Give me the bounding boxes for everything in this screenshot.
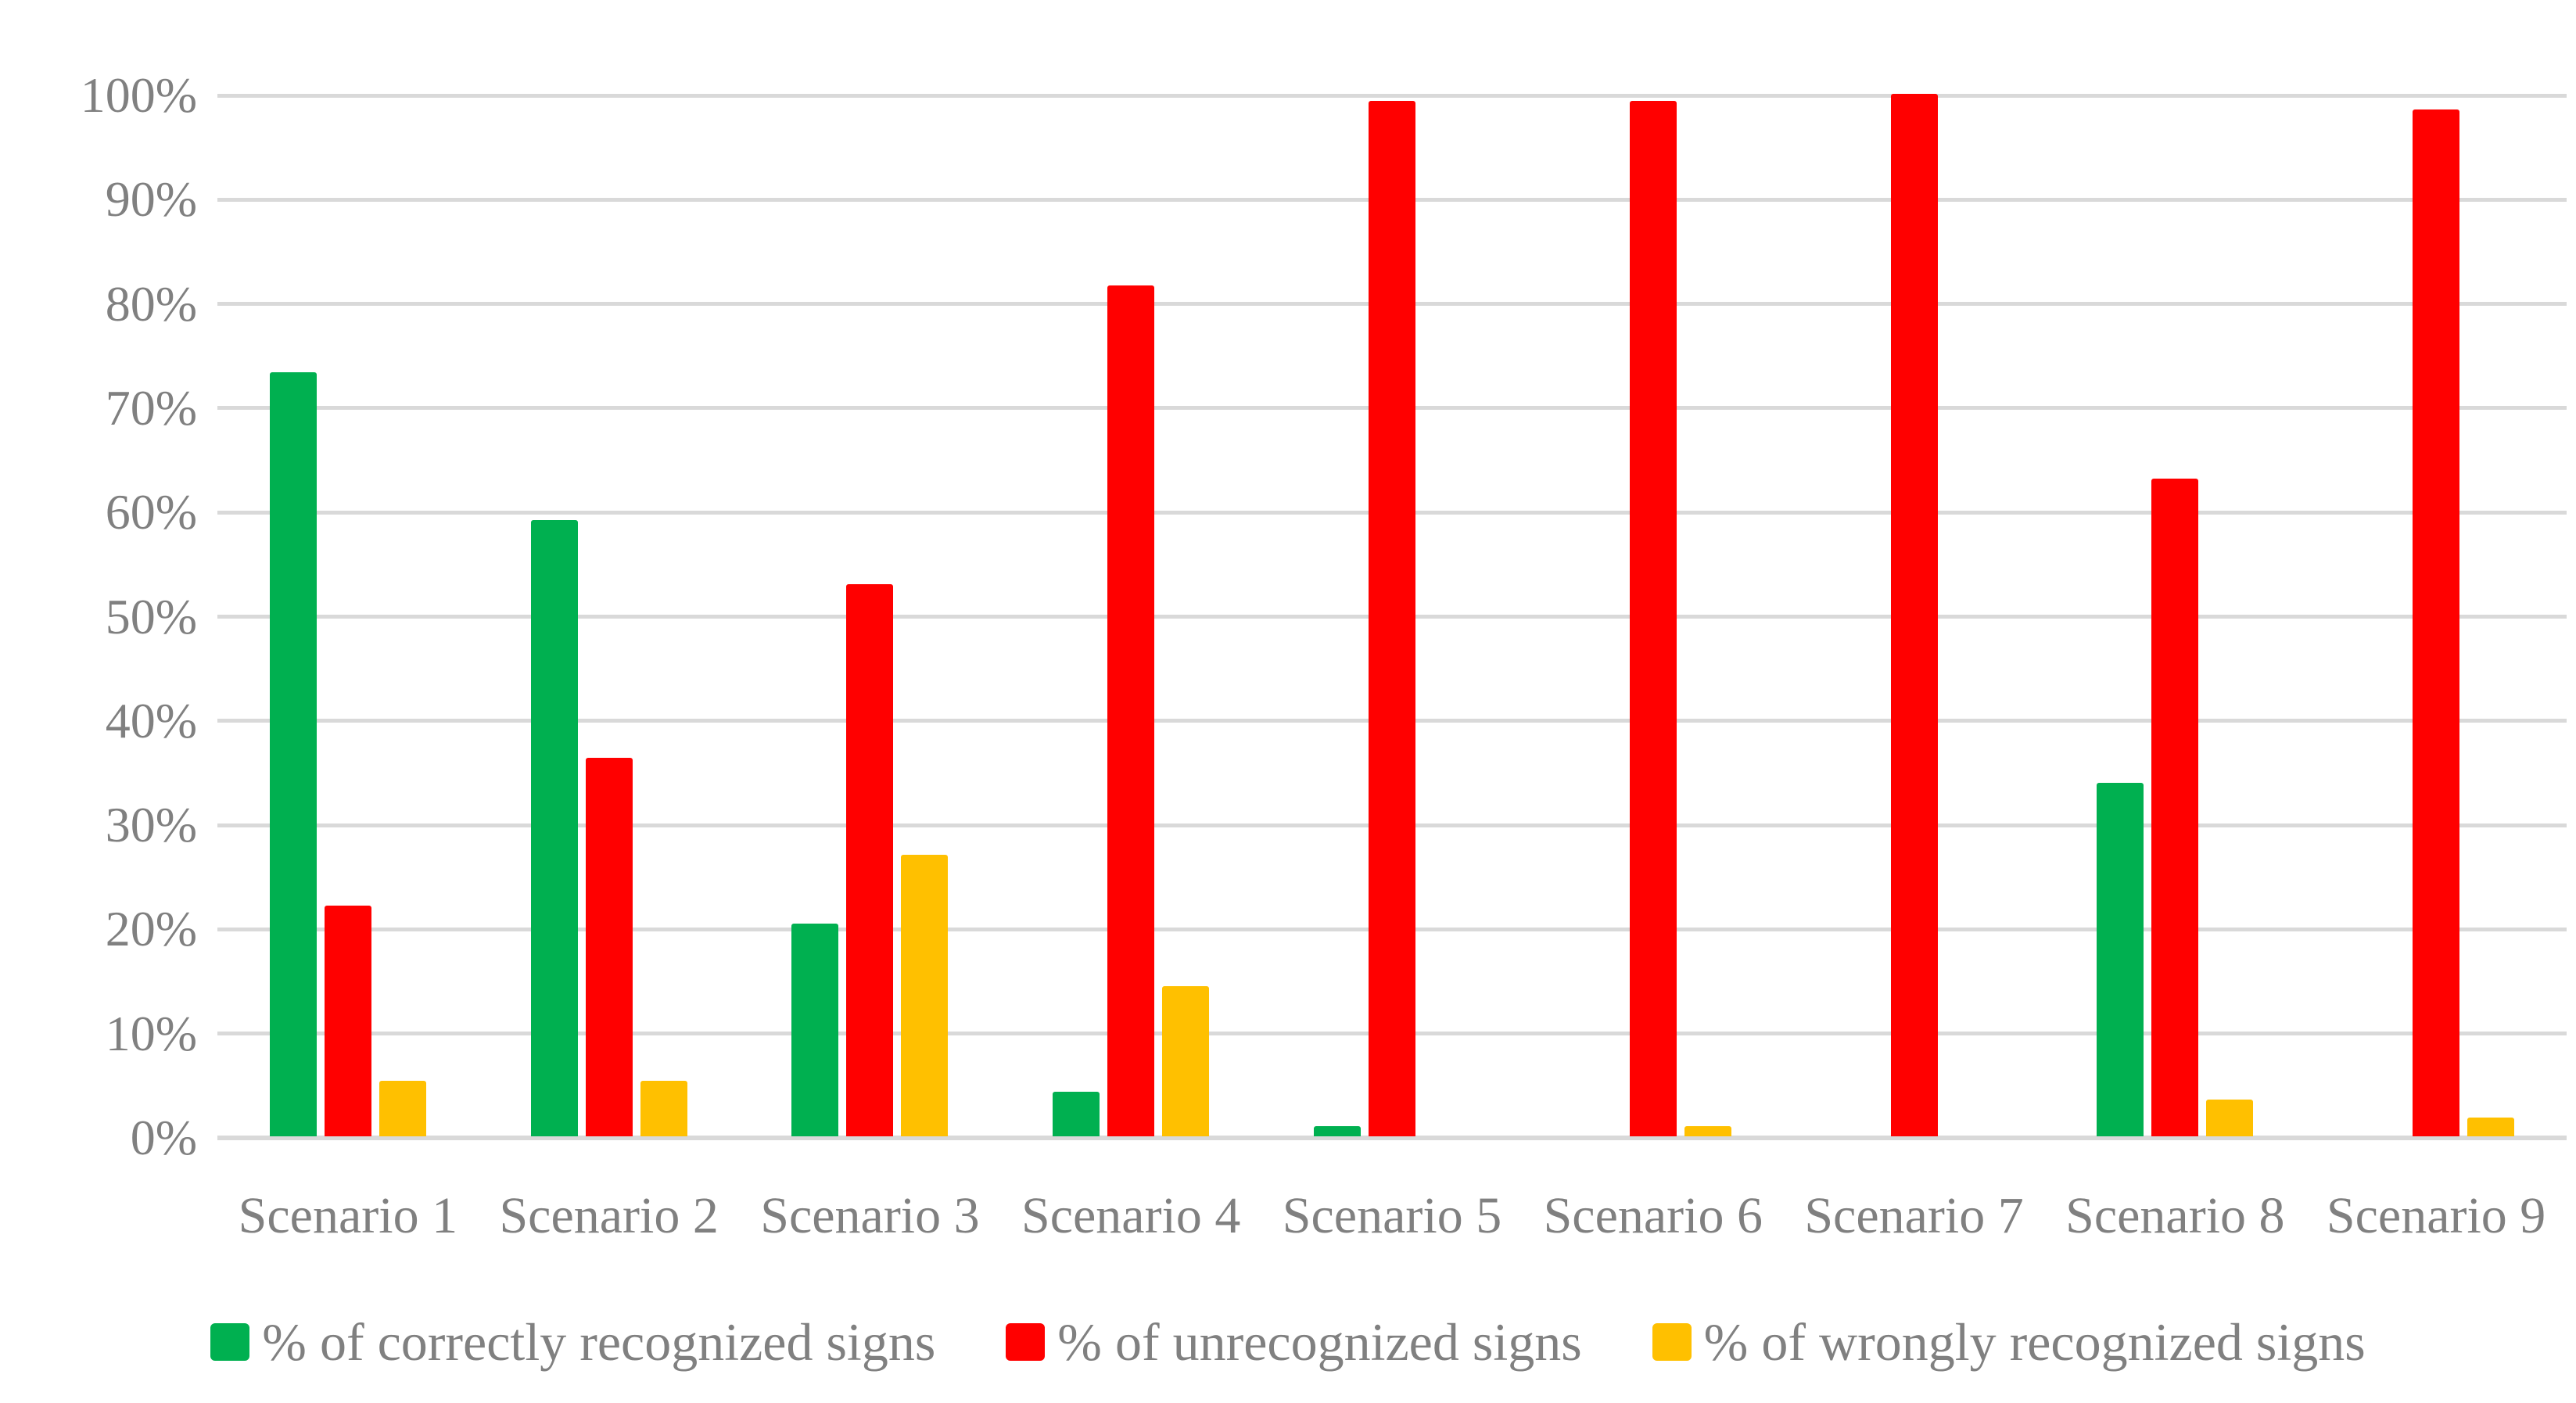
legend-item-correctly-recognized: % of correctly recognized signs	[210, 1312, 935, 1373]
y-axis-tick-label: 90%	[105, 171, 197, 228]
bar-wrongly-recognized-scenario-8	[2206, 1100, 2254, 1136]
bar-correctly-recognized-scenario-8	[2097, 783, 2144, 1136]
x-axis-category-label: Scenario 5	[1282, 1187, 1502, 1244]
y-axis-tick-label: 30%	[105, 797, 197, 853]
legend-item-wrongly-recognized: % of wrongly recognized signs	[1652, 1312, 2366, 1373]
bar-correctly-recognized-scenario-3	[791, 924, 839, 1136]
x-axis-category-label: Scenario 7	[1804, 1187, 2024, 1244]
bar-wrongly-recognized-scenario-3	[901, 855, 949, 1136]
x-axis-line	[217, 1136, 2567, 1140]
x-axis-category-label: Scenario 4	[1021, 1187, 1241, 1244]
x-axis-category-label: Scenario 9	[2326, 1187, 2546, 1244]
legend: % of correctly recognized signs % of unre…	[0, 1303, 2576, 1381]
bar-unrecognized-scenario-8	[2151, 478, 2199, 1136]
bar-wrongly-recognized-scenario-4	[1162, 986, 1210, 1136]
y-axis-tick-label: 80%	[105, 275, 197, 332]
y-axis-tick-label: 10%	[105, 1005, 197, 1061]
legend-label-unrecognized: % of unrecognized signs	[1057, 1312, 1582, 1372]
bar-unrecognized-scenario-1	[324, 906, 371, 1136]
bar-wrongly-recognized-scenario-1	[379, 1081, 426, 1136]
bar-unrecognized-scenario-3	[846, 583, 894, 1136]
bar-wrongly-recognized-scenario-6	[1684, 1125, 1731, 1136]
bar-unrecognized-scenario-4	[1107, 285, 1155, 1136]
bar-correctly-recognized-scenario-4	[1053, 1091, 1100, 1136]
bar-wrongly-recognized-scenario-2	[640, 1081, 687, 1136]
legend-swatch-unrecognized	[1006, 1323, 1046, 1361]
legend-swatch-wrongly-recognized	[1652, 1323, 1692, 1361]
y-axis-tick-label: 0%	[130, 1110, 197, 1165]
legend-label-wrongly-recognized: % of wrongly recognized signs	[1703, 1312, 2366, 1372]
x-axis-category-label: Scenario 1	[238, 1187, 458, 1244]
x-axis-category-label: Scenario 3	[760, 1187, 980, 1244]
plot-area	[217, 94, 2567, 1136]
y-axis-tick-label: 50%	[105, 588, 197, 644]
bar-wrongly-recognized-scenario-9	[2467, 1118, 2515, 1136]
x-axis-category-label: Scenario 6	[1543, 1187, 1763, 1244]
legend-label-correctly-recognized: % of correctly recognized signs	[262, 1312, 936, 1372]
y-axis-tick-label: 60%	[105, 484, 197, 540]
bar-unrecognized-scenario-2	[585, 758, 633, 1136]
bar-correctly-recognized-scenario-1	[269, 371, 317, 1136]
bar-unrecognized-scenario-6	[1629, 101, 1677, 1136]
legend-item-unrecognized: % of unrecognized signs	[1006, 1312, 1582, 1373]
gridline	[217, 93, 2567, 98]
bar-correctly-recognized-scenario-5	[1314, 1125, 1361, 1136]
bar-correctly-recognized-scenario-2	[530, 520, 578, 1136]
bar-unrecognized-scenario-5	[1369, 101, 1415, 1136]
legend-swatch-correctly-recognized	[210, 1323, 250, 1361]
y-axis-tick-label: 70%	[105, 379, 197, 436]
y-axis-tick-label: 100%	[80, 67, 197, 123]
y-axis-tick-label: 20%	[105, 901, 197, 957]
bar-unrecognized-scenario-7	[1890, 94, 1938, 1136]
x-axis-category-label: Scenario 2	[499, 1187, 719, 1244]
y-axis-tick-label: 40%	[105, 692, 197, 748]
x-axis-category-label: Scenario 8	[2065, 1187, 2285, 1244]
bar-unrecognized-scenario-9	[2413, 109, 2460, 1136]
